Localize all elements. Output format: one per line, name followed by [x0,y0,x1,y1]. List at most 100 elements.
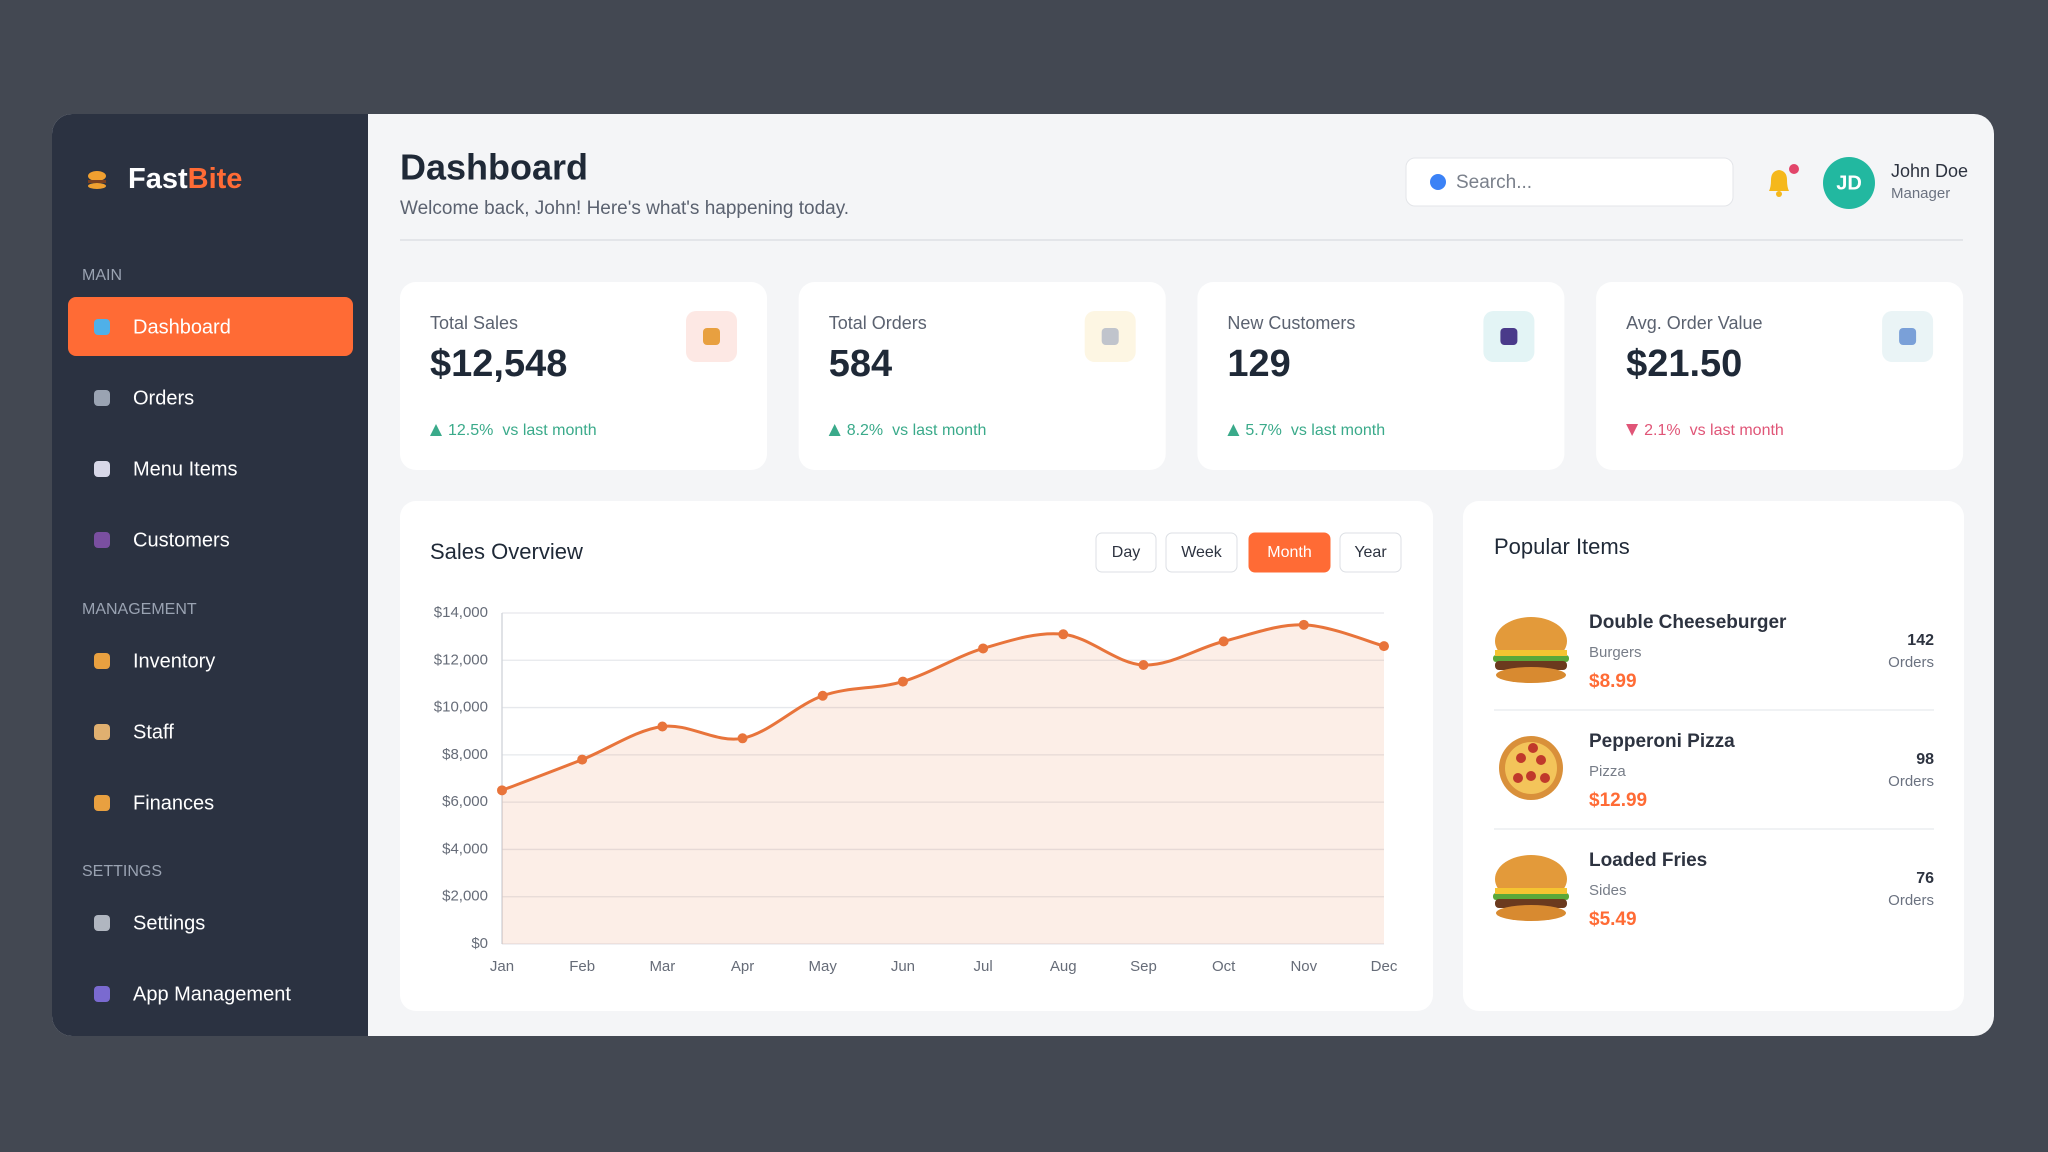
nav-icon [94,986,110,1002]
bell-body [1769,170,1789,191]
trend-up-arrow [430,424,442,436]
y-tick-label: $8,000 [442,746,488,763]
nav-icon [94,653,110,669]
sales-point [1379,641,1389,652]
sales-point [1298,619,1309,630]
item-orders-label: Orders [1888,892,1934,909]
avatar-initials: JD [1836,172,1862,194]
y-tick-label: $12,000 [434,651,488,668]
change-value: 8.2% [847,422,883,439]
stat-label: Avg. Order Value [1626,313,1762,333]
stat-change: 12.5% vs last month [448,422,597,439]
item-name: Double Cheeseburger [1589,612,1787,633]
nav-item[interactable]: Customers [133,529,230,551]
sales-point [497,785,507,796]
popular-title: Popular Items [1494,534,1630,559]
period-label: Month [1267,544,1311,561]
period-button[interactable] [1248,532,1331,573]
pepperoni [1513,773,1523,783]
pepperoni [1516,753,1526,763]
stat-change: 2.1% vs last month [1644,422,1784,439]
stat-icon [1101,328,1119,345]
stat-icon [1899,328,1917,345]
patty [1495,899,1567,908]
nav-icon [94,390,110,406]
x-tick-label: Apr [731,958,754,975]
logo-bun [88,183,106,189]
period-label: Week [1181,544,1223,561]
x-tick-label: Jan [490,958,514,975]
cheese [1495,888,1567,894]
cheese [1495,650,1567,656]
period-button[interactable] [1165,532,1238,573]
trend-up-arrow [1227,424,1240,436]
item-price: $5.49 [1589,909,1637,930]
y-tick-label: $4,000 [442,840,488,857]
nav-icon [94,319,110,335]
item-orders: 98 [1916,751,1934,768]
stat-card [400,282,767,470]
sales-point [1138,660,1149,671]
pepperoni [1536,755,1546,765]
page-title: Dashboard [400,147,588,188]
logo-bun [88,171,106,181]
stat-change: 5.7% vs last month [1245,422,1385,439]
nav-item[interactable]: Staff [133,721,174,743]
search-placeholder: Search... [1456,172,1532,193]
change-value: 12.5% [448,422,493,439]
period-label: Day [1112,544,1140,561]
stat-label: Total Sales [430,313,518,333]
nav-item[interactable]: Finances [133,792,214,814]
period-button[interactable] [1339,532,1402,573]
sales-point [737,733,748,744]
avatar[interactable] [1823,157,1875,209]
change-note: vs last month [502,422,596,439]
search-icon [1430,174,1446,190]
item-orders-label: Orders [1888,654,1934,671]
x-tick-label: Dec [1371,958,1398,975]
lettuce [1493,655,1569,662]
x-tick-label: Jun [891,958,915,975]
nav-item[interactable]: Settings [133,912,205,934]
nav-item[interactable]: Orders [133,387,194,409]
y-tick-label: $2,000 [442,888,488,905]
item-price: $8.99 [1589,671,1637,692]
sales-point [897,676,908,687]
sales-point [978,643,989,654]
section-title: SETTINGS [82,863,162,880]
nav-active-bg [68,297,353,356]
stat-icon [703,328,720,345]
item-category: Burgers [1589,644,1642,661]
sales-point [577,754,588,765]
bun-bottom [1496,905,1566,921]
stat-card [1197,282,1565,470]
item-category: Pizza [1589,763,1626,780]
trend-up-arrow [828,424,841,436]
y-tick-label: $14,000 [434,604,488,621]
y-tick-label: $0 [471,935,488,952]
logo-patty [88,180,106,183]
nav-item[interactable]: App Management [133,983,291,1005]
section-title: MANAGEMENT [82,601,197,618]
x-tick-label: May [809,958,838,975]
search-box[interactable] [1405,157,1734,207]
nav-item[interactable]: Inventory [133,650,215,672]
bun-bottom [1496,667,1566,683]
notification-bell[interactable] [1769,164,1799,197]
stat-value: $21.50 [1626,343,1742,385]
nav-icon [94,795,110,811]
change-note: vs last month [1291,422,1385,439]
stat-change: 8.2% vs last month [847,422,987,439]
logo-icon [88,171,106,189]
y-tick-label: $10,000 [434,699,488,716]
nav-item[interactable]: Dashboard [133,316,231,338]
x-tick-label: Feb [569,958,595,975]
item-orders-label: Orders [1888,773,1934,790]
nav-item[interactable]: Menu Items [133,458,237,480]
item-orders: 76 [1916,870,1934,887]
period-button[interactable] [1095,532,1157,573]
change-value: 2.1% [1644,422,1680,439]
brand: FastBite [128,163,242,195]
stat-label: New Customers [1227,313,1355,333]
